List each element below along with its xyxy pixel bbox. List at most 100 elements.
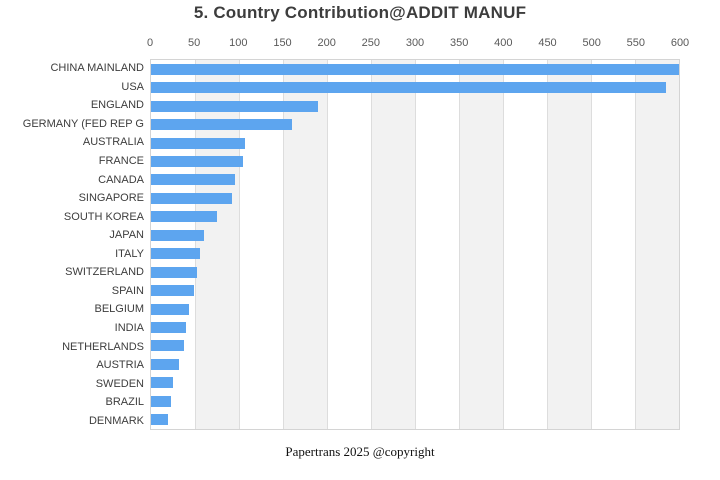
bar-row (151, 171, 679, 189)
category-label-row: NETHERLANDS (0, 337, 144, 356)
bar (151, 119, 292, 131)
category-label: GERMANY (FED REP G (22, 117, 144, 130)
footer-copyright: Papertrans 2025 @copyright (285, 444, 435, 459)
bar (151, 303, 189, 315)
bar (151, 211, 217, 223)
bar-row (151, 78, 679, 96)
bar (151, 63, 679, 75)
category-label-row: DENMARK (0, 411, 144, 430)
bar-row (151, 226, 679, 244)
category-label-row: FRANCE (0, 152, 144, 171)
bar-row (151, 337, 679, 355)
category-label-row: INDIA (0, 319, 144, 338)
gridline (415, 60, 416, 429)
category-label: SWITZERLAND (65, 266, 144, 279)
category-label: INDIA (114, 321, 144, 334)
x-axis-ticks: 0 50 100 150 200 250 300 350 400 450 500 550 600 (146, 37, 689, 53)
gridline (327, 60, 328, 429)
bar-row (151, 152, 679, 170)
bar (151, 285, 195, 297)
bar (151, 100, 319, 112)
background-band (459, 60, 503, 429)
category-label-row: SPAIN (0, 282, 144, 301)
category-label-row: AUSTRIA (0, 356, 144, 375)
category-label-row: SINGAPORE (0, 189, 144, 208)
category-label-row: USA (0, 78, 144, 97)
category-label: BELGIUM (94, 303, 144, 316)
chart-title: 5. Country Contribution@ADDIT MANUF (193, 3, 527, 22)
bar-row (151, 115, 679, 133)
category-label-row: JAPAN (0, 226, 144, 245)
gridline (459, 60, 460, 429)
category-label-row: SOUTH KOREA (0, 207, 144, 226)
bar-row (151, 208, 679, 226)
x-tick-label: 300 (405, 37, 425, 49)
category-label-row: CHINA MAINLAND (0, 59, 144, 78)
category-label: CHINA MAINLAND (50, 62, 144, 75)
x-tick-label: 250 (361, 37, 381, 49)
x-tick-label: 0 (146, 37, 154, 49)
category-label-row: BELGIUM (0, 300, 144, 319)
bar (151, 377, 173, 389)
x-tick-label: 600 (670, 37, 690, 49)
category-label: AUSTRIA (96, 359, 144, 372)
gridline (371, 60, 372, 429)
category-label: AUSTRALIA (82, 136, 144, 149)
category-label: JAPAN (109, 229, 144, 242)
bar-row (151, 300, 679, 318)
category-label-row: BRAZIL (0, 393, 144, 412)
category-label-row: SWITZERLAND (0, 263, 144, 282)
bar (151, 229, 204, 241)
gridline (503, 60, 504, 429)
bar-row (151, 411, 679, 429)
category-label: DENMARK (88, 414, 144, 427)
category-label: SOUTH KOREA (63, 210, 144, 223)
x-tick-label: 350 (449, 37, 469, 49)
category-label: FRANCE (98, 155, 144, 168)
bar (151, 322, 187, 334)
y-axis-category-labels: CHINA MAINLAND USA ENGLAND GERMANY (FED REP… (0, 59, 144, 430)
category-label: ITALY (115, 247, 144, 260)
category-label: SPAIN (111, 284, 144, 297)
category-label: SINGAPORE (78, 192, 144, 205)
gridline (547, 60, 548, 429)
background-band (547, 60, 591, 429)
category-label: BRAZIL (105, 396, 144, 409)
category-label: CANADA (98, 173, 144, 186)
bar-row (151, 392, 679, 410)
x-tick-label: 100 (229, 37, 248, 49)
bar (151, 358, 180, 370)
category-label-row: ITALY (0, 245, 144, 264)
bar-row (151, 374, 679, 392)
bar (151, 82, 666, 94)
bar-row (151, 263, 679, 281)
bar-row (151, 97, 679, 115)
x-tick-label: 450 (538, 37, 557, 49)
category-label: USA (121, 80, 144, 93)
background-band (371, 60, 415, 429)
bar (151, 174, 236, 186)
x-tick-label: 200 (317, 37, 336, 49)
bar (151, 137, 246, 149)
gridline (591, 60, 592, 429)
gridline (283, 60, 284, 429)
gridline (239, 60, 240, 429)
bar (151, 340, 185, 352)
category-label: ENGLAND (90, 99, 144, 112)
x-tick-label: 550 (626, 37, 646, 49)
bar-row (151, 355, 679, 373)
gridline (635, 60, 636, 429)
plot-area (150, 59, 680, 430)
bar (151, 266, 197, 278)
bar (151, 155, 244, 167)
category-label-row: ENGLAND (0, 96, 144, 115)
x-tick-label: 50 (188, 37, 201, 49)
bar (151, 192, 232, 204)
gridline (195, 60, 196, 429)
bar-row (151, 189, 679, 207)
bar-row (151, 281, 679, 299)
bar-row (151, 245, 679, 263)
category-label-row: GERMANY (FED REP G (0, 115, 144, 134)
category-label: SWEDEN (95, 377, 144, 390)
bar-row (151, 318, 679, 336)
